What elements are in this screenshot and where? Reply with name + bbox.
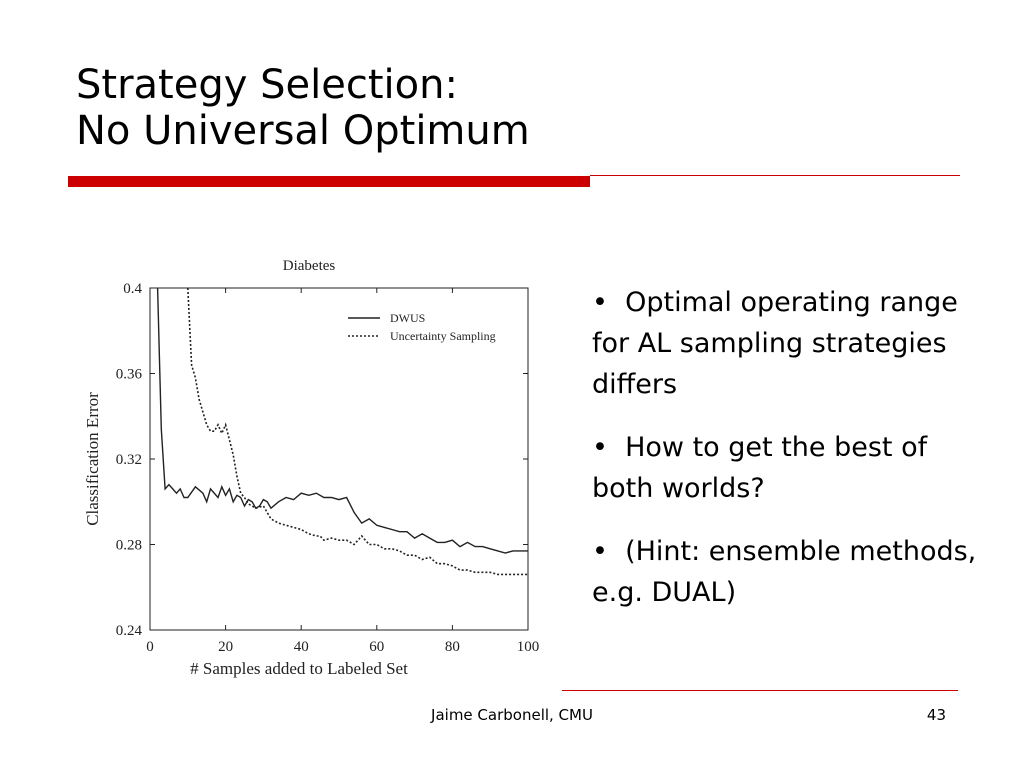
y-tick-label: 0.24 [116,623,143,639]
x-tick-label: 20 [218,639,233,655]
bullet-item-1: Optimal operating range for AL sampling … [592,282,992,405]
x-tick-label: 60 [369,639,384,655]
page-number: 43 [926,706,946,724]
footer-divider-line [562,690,958,691]
bullet-list: Optimal operating range for AL sampling … [592,282,992,635]
title-divider-line [590,175,960,176]
chart-title: Diabetes [283,258,336,274]
legend-label: Uncertainty Sampling [390,329,496,343]
title-line-2: No Universal Optimum [76,108,530,154]
x-tick-label: 40 [294,639,309,655]
chart-figure: Diabetes 0 20 40 60 80 100 0.24 0.28 0.32 0.36 0.4 #… [70,248,548,688]
series-line-dwus [156,287,528,554]
footer-author: Jaime Carbonell, CMU [431,706,593,724]
diabetes-chart: Diabetes 0 20 40 60 80 100 0.24 0.28 0.32 0.36 0.4 #… [83,258,540,678]
bullet-item-2: How to get the best of both worlds? [592,427,992,509]
title-line-1: Strategy Selection: [76,62,458,108]
y-tick-label: 0.28 [116,538,142,554]
x-tick-label: 80 [445,639,460,655]
legend-label: DWUS [390,311,425,325]
series-line-uncertainty-sampling [187,287,528,576]
y-axis-label: Classification Error [83,392,102,526]
slide-title: Strategy Selection: No Universal Optimum [76,62,530,154]
y-tick-label: 0.36 [116,367,143,383]
title-accent-bar [68,176,590,187]
y-tick-label: 0.32 [116,452,142,468]
bullet-item-3: (Hint: ensemble methods, e.g. DUAL) [592,531,992,613]
y-tick-label: 0.4 [123,281,142,297]
x-tick-label: 0 [146,639,154,655]
x-axis-label: # Samples added to Labeled Set [190,659,408,678]
x-tick-label: 100 [517,639,540,655]
